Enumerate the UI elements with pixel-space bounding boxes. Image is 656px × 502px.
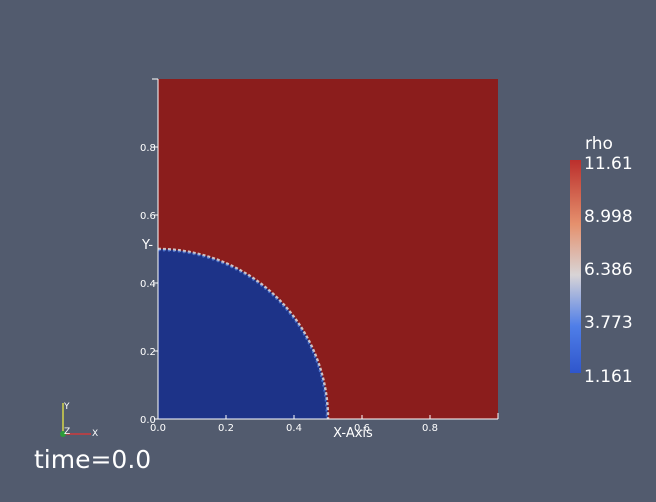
y-tick-label-3: 0.6 <box>140 211 156 222</box>
legend-colorbar <box>570 160 581 373</box>
x-axis-ticks: 0.0 0.2 0.4 0.6 0.8 X-Axis <box>150 413 499 441</box>
y-tick-label-2: 0.4 <box>140 279 156 290</box>
legend-value-upper: 8.998 <box>584 207 633 227</box>
legend-value-middle: 6.386 <box>584 260 633 280</box>
x-axis-title: X-Axis <box>333 426 373 441</box>
x-tick-label-0: 0.0 <box>150 423 166 434</box>
y-tick-label-0: 0.0 <box>140 415 156 426</box>
orientation-z-axis-dot <box>60 431 66 437</box>
orientation-widget[interactable]: Y X Z <box>60 402 98 439</box>
density-interface-band <box>158 247 330 419</box>
orientation-y-label: Y <box>63 402 70 412</box>
x-tick-label-1: 0.2 <box>218 423 234 434</box>
y-tick-label-4: 0.8 <box>140 143 156 154</box>
x-tick-label-2: 0.4 <box>286 423 302 434</box>
y-tick-label-1: 0.2 <box>140 347 156 358</box>
legend-value-lower: 3.773 <box>584 313 633 333</box>
x-tick-label-4: 0.8 <box>422 423 438 434</box>
x-tick-label-3: 0.6 <box>354 423 370 434</box>
y-axis-title: Y- <box>141 238 153 253</box>
time-annotation: time=0.0 <box>34 445 152 474</box>
legend-title: rho <box>585 134 613 154</box>
y-axis-ticks: 0.0 0.2 0.4 0.6 0.8 Y- <box>140 78 158 426</box>
orientation-z-label: Z <box>64 427 70 437</box>
legend-value-bottom: 1.161 <box>584 367 633 387</box>
density-field-low-region <box>158 249 328 419</box>
color-legend[interactable]: rho 11.61 8.998 6.386 3.773 1.161 <box>570 134 633 387</box>
legend-value-top: 11.61 <box>584 154 633 174</box>
orientation-x-label: X <box>92 429 98 439</box>
